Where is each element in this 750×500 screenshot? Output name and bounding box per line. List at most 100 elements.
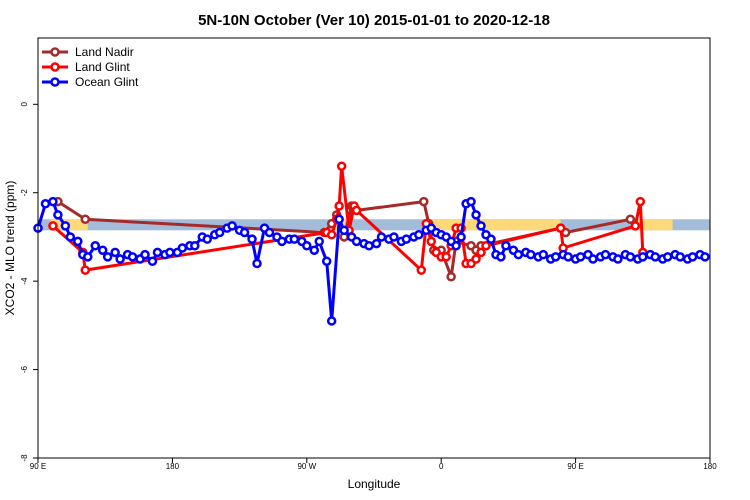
data-point-land-nadir [80, 214, 91, 225]
data-point-ocean-glint [127, 252, 138, 262]
data-point-ocean-glint [165, 247, 175, 258]
data-point-ocean-glint [40, 199, 51, 209]
legend-label-land-glint: Land Glint [75, 60, 130, 74]
data-point-ocean-glint [687, 252, 698, 262]
data-point-ocean-glint [334, 214, 344, 225]
data-point-ocean-glint [90, 241, 100, 251]
data-point-ocean-glint [575, 252, 586, 262]
data-point-ocean-glint [471, 210, 481, 220]
data-point-ocean-glint [302, 241, 312, 251]
x-tick-label: 180 [166, 462, 180, 471]
x-tick-label: 180 [703, 462, 717, 471]
x-axis-ticks: 90 E 180 90 W 0 90 E 180 [30, 458, 717, 471]
y-tick-label: 0 [20, 102, 29, 107]
data-point-ocean-glint [53, 210, 63, 220]
data-point-ocean-glint [147, 256, 158, 267]
data-point-ocean-glint [110, 247, 120, 258]
data-point-ocean-glint [140, 249, 150, 260]
data-point-ocean-glint [376, 232, 387, 242]
data-point-land-glint [326, 229, 337, 240]
data-point-land-glint [471, 254, 481, 264]
data-point-ocean-glint [466, 196, 476, 207]
data-point-ocean-glint [351, 236, 362, 247]
legend-marker-land-nadir [50, 47, 60, 57]
series-lines [33, 161, 710, 326]
data-point-ocean-glint [339, 225, 349, 236]
data-point-ocean-glint [675, 252, 685, 262]
data-point-ocean-glint [190, 241, 200, 251]
chart-title: 5N-10N October (Ver 10) 2015-01-01 to 20… [198, 12, 550, 29]
data-point-ocean-glint [638, 252, 648, 262]
x-tick-label: 90 E [30, 462, 46, 471]
y-tick-label: -6 [20, 365, 29, 373]
data-point-ocean-glint [650, 252, 660, 262]
data-point-ocean-glint [588, 254, 598, 264]
data-point-ocean-glint [214, 227, 225, 238]
legend-marker-land-glint [50, 62, 60, 72]
series-land-nadir [53, 196, 636, 282]
land-band-segment [635, 219, 673, 231]
data-point-ocean-glint [451, 241, 461, 251]
data-point-ocean-glint [563, 252, 573, 262]
data-point-ocean-glint [600, 249, 611, 260]
data-point-land-glint [635, 196, 646, 207]
data-point-land-glint [481, 241, 491, 251]
data-point-ocean-glint [97, 245, 108, 255]
data-point-ocean-glint [456, 232, 466, 242]
data-point-ocean-glint [700, 252, 710, 262]
data-point-ocean-glint [389, 232, 399, 242]
data-point-ocean-glint [83, 252, 93, 262]
y-tick-label: -8 [20, 454, 29, 462]
data-point-ocean-glint [48, 196, 58, 207]
data-point-ocean-glint [60, 221, 71, 231]
data-point-ocean-glint [625, 252, 636, 262]
data-point-ocean-glint [486, 234, 496, 244]
data-point-ocean-glint [550, 252, 561, 262]
data-point-ocean-glint [371, 238, 382, 249]
legend-label-ocean-glint: Ocean Glint [75, 75, 139, 89]
data-point-ocean-glint [202, 234, 212, 244]
data-point-ocean-glint [115, 254, 125, 264]
data-point-ocean-glint [289, 234, 300, 244]
data-point-land-glint [555, 223, 566, 233]
data-point-land-glint [630, 221, 641, 231]
data-point-ocean-glint [321, 256, 332, 267]
data-point-land-glint [426, 236, 436, 247]
data-point-ocean-glint [177, 243, 188, 253]
data-point-ocean-glint [309, 245, 320, 255]
data-point-land-nadir [625, 214, 636, 225]
data-point-land-nadir [446, 271, 456, 282]
x-tick-label: 90 E [567, 462, 583, 471]
data-point-land-glint [351, 205, 362, 216]
data-point-ocean-glint [152, 247, 163, 258]
data-point-ocean-glint [401, 234, 412, 244]
data-point-ocean-glint [364, 241, 374, 251]
data-point-ocean-glint [326, 316, 337, 326]
data-point-ocean-glint [102, 252, 113, 262]
data-point-ocean-glint [227, 221, 237, 231]
land-band-segment [423, 219, 561, 231]
y-tick-label: -4 [20, 277, 29, 285]
x-axis-label: Longitude [348, 477, 401, 491]
data-point-ocean-glint [65, 232, 76, 242]
plot-frame [37, 37, 711, 459]
data-point-ocean-glint [476, 221, 486, 231]
data-point-ocean-glint [613, 254, 623, 264]
data-point-ocean-glint [252, 258, 262, 269]
data-point-ocean-glint [513, 249, 524, 260]
data-point-ocean-glint [414, 229, 424, 240]
y-tick-label: -2 [20, 189, 29, 197]
data-point-land-glint [476, 247, 486, 258]
data-point-land-glint [334, 201, 344, 211]
data-point-land-glint [336, 161, 347, 171]
data-point-ocean-glint [264, 227, 275, 238]
series-ocean-glint [33, 196, 710, 326]
x-tick-label: 90 W [297, 462, 316, 471]
data-point-ocean-glint [662, 252, 673, 262]
data-point-land-glint [80, 265, 91, 275]
data-point-ocean-glint [277, 236, 287, 247]
data-point-ocean-glint [314, 236, 324, 247]
data-point-ocean-glint [538, 249, 548, 260]
